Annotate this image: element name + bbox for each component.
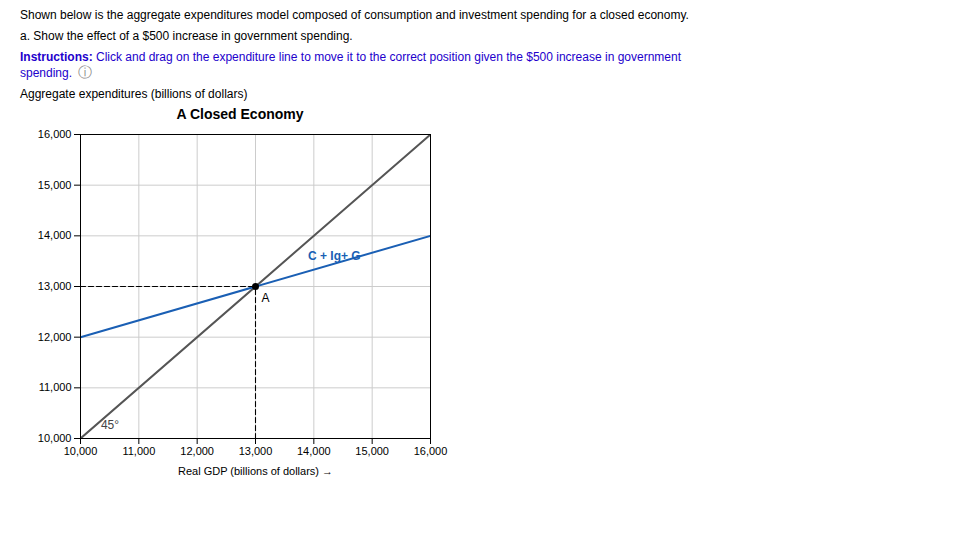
svg-text:A: A bbox=[262, 291, 270, 305]
svg-text:15,000: 15,000 bbox=[355, 445, 389, 457]
svg-text:Real GDP (billions of dollars): Real GDP (billions of dollars) → bbox=[178, 465, 333, 477]
html-text:Instructions: Click and drag o: Instructions: Click and drag on the expe… bbox=[20, 50, 681, 80]
svg-text:14,000: 14,000 bbox=[297, 445, 331, 457]
svg-text:12,000: 12,000 bbox=[38, 331, 72, 343]
svg-text:14,000: 14,000 bbox=[38, 229, 72, 241]
html-text:A Closed Economy: A Closed Economy bbox=[176, 106, 304, 122]
svg-text:10,000: 10,000 bbox=[64, 445, 98, 457]
html-text:Shown below is the aggregate e: Shown below is the aggregate expenditure… bbox=[20, 8, 689, 22]
svg-text:13,000: 13,000 bbox=[38, 280, 72, 292]
svg-text:11,000: 11,000 bbox=[39, 381, 72, 393]
svg-text:10,000: 10,000 bbox=[38, 432, 72, 444]
svg-text:15,000: 15,000 bbox=[38, 179, 72, 191]
svg-text:45°: 45° bbox=[101, 418, 119, 432]
svg-text:11,000: 11,000 bbox=[122, 445, 155, 457]
html-text:a. Show the effect of a $500 i: a. Show the effect of a $500 increase in… bbox=[20, 29, 353, 43]
html-text:Aggregate expenditures (billio: Aggregate expenditures (billions of doll… bbox=[20, 87, 248, 101]
svg-text:C + Ig+ G: C + Ig+ G bbox=[308, 249, 361, 263]
svg-text:16,000: 16,000 bbox=[414, 445, 448, 457]
svg-text:16,000: 16,000 bbox=[38, 128, 72, 140]
svg-text:13,000: 13,000 bbox=[239, 445, 273, 457]
svg-text:12,000: 12,000 bbox=[180, 445, 214, 457]
